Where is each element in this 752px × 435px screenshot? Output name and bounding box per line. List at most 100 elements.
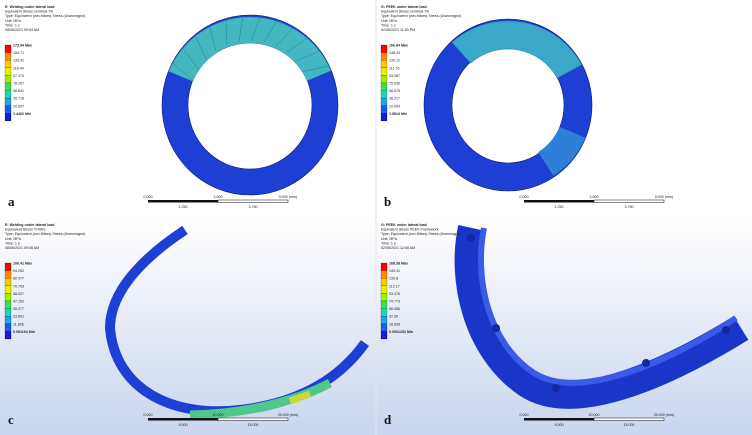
legend-swatch [380,331,388,340]
framework-model [454,224,749,409]
framework-edge [477,227,738,386]
header-line: Type: Equivalent (von-Mises) Stress (Una… [5,14,86,18]
legend-swatch [4,308,12,317]
header-line: Equivalent Stress centrical TB [381,10,429,14]
legend-label: 93.476 [389,292,400,296]
mesh-line [251,15,261,42]
scale-label: 15.000 [248,423,259,427]
legend-label: 154.71 [13,51,24,55]
mesh-line [209,25,217,52]
legend-label: 38.317 [389,97,400,101]
legend-swatch [380,285,388,294]
scale-label: 5.000 [555,423,564,427]
legend-label: 1.4462 Min [13,112,31,116]
legend-label: 0.0001252 Min [389,330,413,334]
header-line: Unit: MPa [5,19,21,23]
legend-label: 1.5913 Min [389,112,407,116]
legend-label: 130.12 [389,59,400,63]
scale-bar [148,418,218,421]
stress-zone [538,126,586,176]
legend-swatch [380,82,388,91]
legend-label: 23.601 [13,315,24,319]
legend-label: 58.927 [13,292,24,296]
scale-bar [524,418,594,421]
legend-label: 0.051194 Min [13,330,35,334]
legend-label: 166.84 Max [389,44,408,48]
legend-swatch [4,105,12,114]
legend-swatch [380,90,388,99]
header-line: Unit: MPa [381,237,397,241]
mesh-line [182,47,199,70]
panel: E: Welding under lateral loadEquivalent … [4,5,339,209]
mesh-line [225,18,228,46]
scale-label: 0.000 [520,195,529,199]
legend-swatch [380,308,388,317]
header-line: 02/08/2021 12:50 AM [381,246,415,250]
legend-swatch [4,323,12,332]
header-line: Type: Equivalent (von-Mises) Stress (Una… [5,232,86,236]
legend-swatch [4,270,12,279]
legend-label: 130.8 [389,277,398,281]
legend-swatch [380,293,388,302]
mesh-line [285,37,309,54]
scale-label: 20.000 (mm) [278,413,298,417]
legend-label: 112.17 [389,284,400,288]
header-title: E: Welding under lateral load [5,5,54,9]
scale-label: 0.000 [144,195,153,199]
legend-label: 39.718 [13,97,24,101]
stress-zone [189,379,333,420]
scale-bar [148,200,218,203]
scale-label: 10.000 [589,413,600,417]
hole [467,234,475,242]
hole [642,359,650,367]
legend-swatch [4,52,12,61]
legend-swatch [380,98,388,106]
header-line: Equivalent Stress centrical TB [5,10,53,14]
legend-swatch [380,105,388,114]
legend-swatch [4,44,12,53]
header-title: G: PEEK under lateral load [381,5,427,9]
scale-label: 0.000 [520,413,529,417]
legend-swatch [4,293,12,302]
panel-letter: c [8,412,14,427]
legend-swatch [4,60,12,68]
scale-label: 5.000 [179,423,188,427]
legend-swatch [4,75,12,84]
mesh-line [194,34,207,60]
legend-swatch [4,331,12,340]
header-line: Time: 1 s [5,241,20,245]
legend-label: 149.41 [389,269,400,273]
legend-label: 94.252 [13,269,24,273]
legend-swatch [4,113,12,122]
legend-label: 18.695 [389,322,400,326]
scale-label: 0.000 [144,413,153,417]
legend-label: 135.41 [13,59,24,63]
legend-swatch [4,82,12,91]
mesh-line [295,50,321,62]
legend-swatch [380,44,388,53]
legend-swatch [380,52,388,61]
legend-label: 20.607 [13,104,24,108]
scale-label: 1.250 [179,205,188,209]
scale-label: 3.750 [625,205,634,209]
scale-label: 2.500 [590,195,599,199]
legend-label: 78.107 [13,82,24,86]
header-line: Equivalent Stress PEEK Framework [381,228,439,232]
scale-label: 10.000 [213,413,224,417]
legend-swatch [380,113,388,122]
header-title: E: Welding under lateral load [5,223,54,227]
legend-swatch [4,67,12,76]
legend-label: 70.703 [13,284,24,288]
legend-label: 97.374 [13,74,24,78]
stress-zone [168,16,332,82]
mesh-line [263,19,278,43]
legend-swatch [4,285,12,294]
legend-label: 37.39 [389,315,398,319]
legend-swatch [4,300,12,309]
header-line: Unit: MPa [381,19,397,23]
legend-label: 56.086 [389,307,400,311]
header-line: 08/06/2021 09:56 AM [5,246,39,250]
scale-label: 1.250 [555,205,564,209]
legend-label: 58.841 [13,89,24,93]
legend-label: 93.387 [389,74,400,78]
